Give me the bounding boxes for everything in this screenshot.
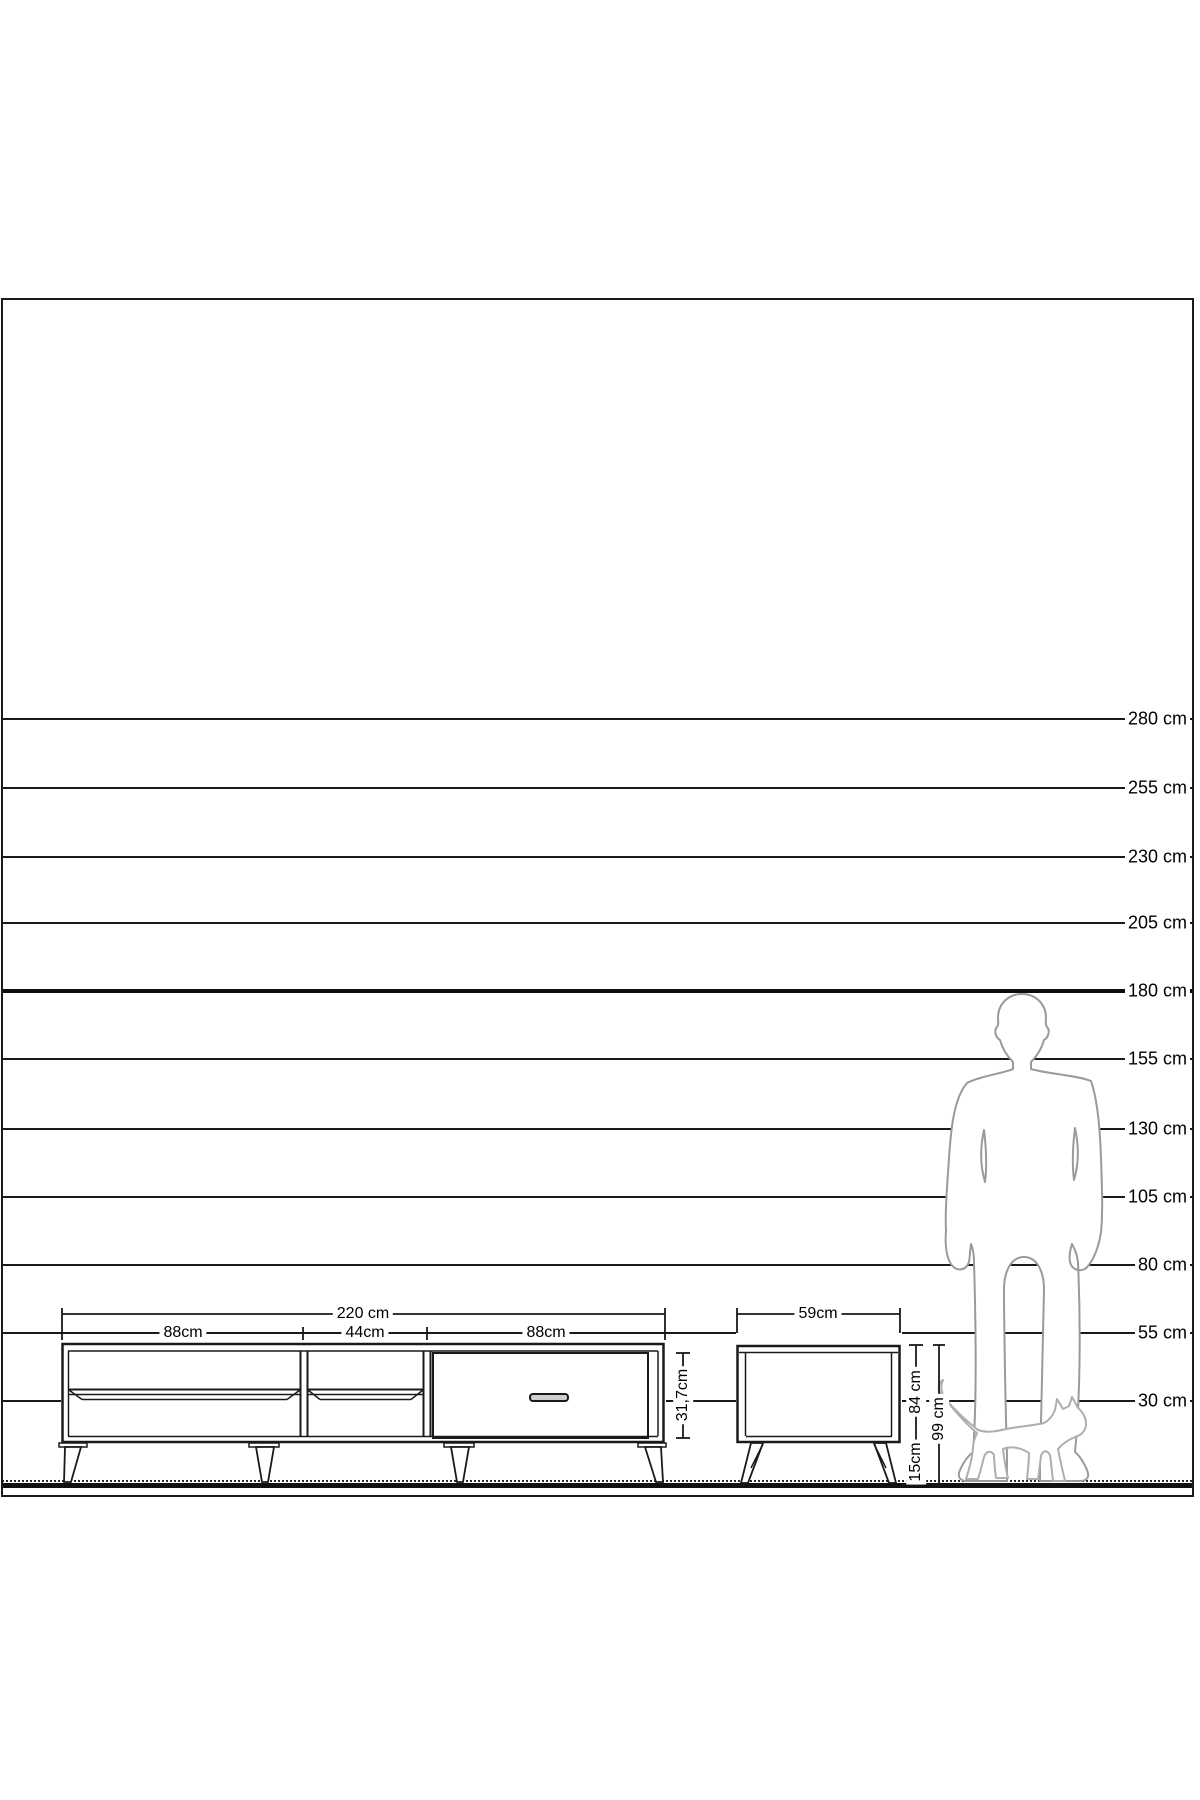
tv-stand-section-label-middle: 44cm [341,1324,389,1342]
side-table-drawing [736,1326,902,1484]
scale-line-180: 180 cm [2,980,1194,1002]
scale-line-130: 130 cm [2,1118,1194,1140]
scale-label-30: 30 cm [1134,1390,1190,1412]
scale-label-230: 230 cm [1124,846,1190,868]
tv-stand-height-label: 31,7cm [673,1365,693,1425]
scale-line-105: 105 cm [2,1186,1194,1208]
drawer-handle [529,1393,569,1402]
scale-line-55: 55 cm [2,1322,1194,1344]
side-table-body-height-label: 84 cm [906,1367,926,1417]
side-table-width-label: 59cm [794,1305,842,1323]
scale-label-255: 255 cm [1124,777,1190,799]
tv-stand-width-label: 220 cm [332,1305,394,1323]
scale-label-180: 180 cm [1124,980,1190,1002]
side-table-total-height-label: 99 cm [929,1394,949,1444]
scale-label-80: 80 cm [1134,1254,1190,1276]
scale-line-230: 230 cm [2,846,1194,868]
tv-stand-section-label-right: 88cm [522,1324,570,1342]
scale-label-280: 280 cm [1124,708,1190,730]
side-table-leg-height-label: 15cm [906,1439,926,1485]
floor-line [2,1483,1194,1488]
tv-stand-drawing [58,1342,667,1483]
scale-line-80: 80 cm [2,1254,1194,1276]
floor-texture [2,1480,1194,1482]
scale-label-105: 105 cm [1124,1186,1190,1208]
scale-label-55: 55 cm [1134,1322,1190,1344]
scale-line-255: 255 cm [2,777,1194,799]
scale-label-155: 155 cm [1124,1048,1190,1070]
tv-stand-section-label-left: 88cm [159,1324,207,1342]
scale-line-155: 155 cm [2,1048,1194,1070]
man-silhouette [944,993,1104,1482]
scale-label-130: 130 cm [1124,1118,1190,1140]
scale-line-205: 205 cm [2,912,1194,934]
scale-line-280: 280 cm [2,708,1194,730]
cat-silhouette [937,1379,1087,1482]
scale-label-205: 205 cm [1124,912,1190,934]
